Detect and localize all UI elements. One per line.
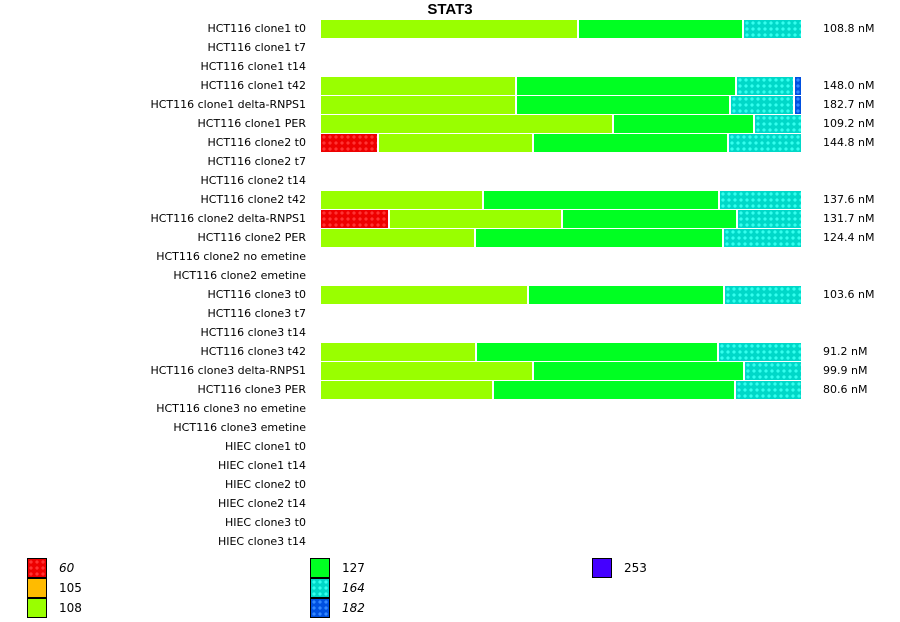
bar-segment-164 [745, 362, 801, 380]
row-label: HCT116 clone1 t7 [207, 41, 306, 54]
row-label: HCT116 clone3 no emetine [156, 402, 306, 415]
row-label: HIEC clone1 t0 [224, 440, 306, 453]
row-total-label: 124.4 nM [823, 231, 875, 244]
row-label: HCT116 clone3 delta-RNPS1 [150, 364, 306, 377]
bar-segment-127 [534, 362, 743, 380]
bar-segment-108 [321, 77, 515, 95]
bar-segment-164 [719, 343, 801, 361]
bar-segment-164 [744, 20, 801, 38]
legend-swatch [27, 578, 47, 598]
bar-segment-108 [321, 229, 474, 247]
bar-segment-127 [614, 115, 753, 133]
legend-swatch [310, 578, 330, 598]
row-total-label: 99.9 nM [823, 364, 868, 377]
row-label: HIEC clone3 t0 [224, 516, 306, 529]
legend-label: 105 [59, 581, 82, 595]
bar-segment-108 [321, 191, 482, 209]
row-total-label: 80.6 nM [823, 383, 868, 396]
row-label: HCT116 clone2 t0 [207, 136, 306, 149]
bar-segment-127 [476, 229, 722, 247]
legend-label: 60 [59, 561, 75, 575]
row-label: HCT116 clone2 t14 [200, 174, 306, 187]
legend-label: 164 [342, 581, 365, 595]
legend-label: 253 [624, 561, 647, 575]
bar-segment-164 [731, 96, 793, 114]
bar-segment-164 [738, 210, 801, 228]
row-label: HIEC clone1 t14 [217, 459, 306, 472]
bar-segment-164 [720, 191, 801, 209]
bar-segment-108 [379, 134, 532, 152]
row-label: HCT116 clone2 delta-RNPS1 [150, 212, 306, 225]
bar-segment-60 [321, 210, 388, 228]
row-label: HCT116 clone2 no emetine [156, 250, 306, 263]
bar-segment-127 [484, 191, 718, 209]
row-label: HIEC clone2 t14 [217, 497, 306, 510]
bar-segment-108 [390, 210, 561, 228]
row-total-label: 103.6 nM [823, 288, 875, 301]
bar-segment-108 [321, 96, 515, 114]
bar-segment-108 [321, 286, 527, 304]
row-label: HCT116 clone2 PER [197, 231, 306, 244]
row-label: HCT116 clone1 t42 [200, 79, 306, 92]
bar-segment-127 [534, 134, 727, 152]
row-total-label: 137.6 nM [823, 193, 875, 206]
bar-segment-182 [795, 77, 801, 95]
bar-segment-164 [724, 229, 801, 247]
bar-segment-127 [477, 343, 717, 361]
legend-swatch [310, 558, 330, 578]
legend-label: 127 [342, 561, 365, 575]
bar-segment-127 [517, 96, 729, 114]
row-total-label: 148.0 nM [823, 79, 875, 92]
row-label: HCT116 clone2 t7 [207, 155, 306, 168]
bar-segment-182 [795, 96, 801, 114]
row-total-label: 108.8 nM [823, 22, 875, 35]
bar-segment-127 [517, 77, 735, 95]
row-label: HCT116 clone3 t14 [200, 326, 306, 339]
bar-segment-108 [321, 20, 577, 38]
bar-segment-127 [529, 286, 723, 304]
bar-segment-108 [321, 343, 475, 361]
bar-segment-127 [494, 381, 734, 399]
legend-swatch [27, 558, 47, 578]
bar-segment-164 [725, 286, 801, 304]
chart-title: STAT3 [427, 1, 473, 18]
bar-segment-164 [736, 381, 801, 399]
row-total-label: 91.2 nM [823, 345, 868, 358]
bar-segment-108 [321, 381, 492, 399]
bar-segment-164 [729, 134, 801, 152]
bar-segment-60 [321, 134, 377, 152]
row-total-label: 182.7 nM [823, 98, 875, 111]
bar-segment-108 [321, 362, 532, 380]
bar-segment-164 [737, 77, 793, 95]
row-label: HCT116 clone1 t14 [200, 60, 306, 73]
legend-label: 108 [59, 601, 82, 615]
row-label: HCT116 clone3 emetine [173, 421, 306, 434]
row-label: HCT116 clone1 t0 [207, 22, 306, 35]
row-label: HCT116 clone1 delta-RNPS1 [150, 98, 306, 111]
bar-segment-127 [563, 210, 736, 228]
row-label: HIEC clone3 t14 [217, 535, 306, 548]
row-label: HCT116 clone2 emetine [173, 269, 306, 282]
legend-swatch [27, 598, 47, 618]
legend-label: 182 [342, 601, 365, 615]
bar-segment-164 [755, 115, 801, 133]
row-label: HCT116 clone3 t42 [200, 345, 306, 358]
row-total-label: 109.2 nM [823, 117, 875, 130]
row-label: HCT116 clone3 t0 [207, 288, 306, 301]
legend-swatch [310, 598, 330, 618]
row-label: HCT116 clone1 PER [197, 117, 306, 130]
row-total-label: 131.7 nM [823, 212, 875, 225]
row-label: HCT116 clone3 PER [197, 383, 306, 396]
row-label: HCT116 clone2 t42 [200, 193, 306, 206]
row-label: HCT116 clone3 t7 [207, 307, 306, 320]
row-label: HIEC clone2 t0 [224, 478, 306, 491]
row-total-label: 144.8 nM [823, 136, 875, 149]
bar-segment-108 [321, 115, 612, 133]
bar-segment-127 [579, 20, 742, 38]
legend-swatch [592, 558, 612, 578]
